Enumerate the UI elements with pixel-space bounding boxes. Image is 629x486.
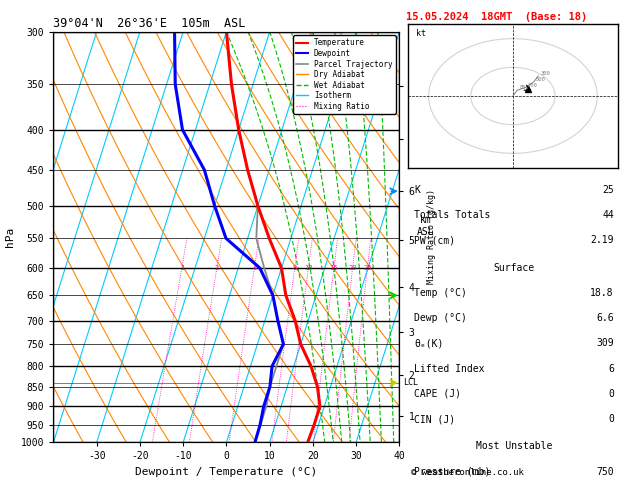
- Text: 10: 10: [304, 265, 313, 271]
- Text: CIN (J): CIN (J): [414, 414, 455, 424]
- Text: 39°04'N  26°36'E  105m  ASL: 39°04'N 26°36'E 105m ASL: [53, 17, 246, 31]
- Text: Mixing Ratio (g/kg): Mixing Ratio (g/kg): [427, 190, 436, 284]
- Text: Temp (°C): Temp (°C): [414, 288, 467, 298]
- Text: 750: 750: [596, 467, 614, 477]
- Text: 850: 850: [520, 86, 529, 90]
- Legend: Temperature, Dewpoint, Parcel Trajectory, Dry Adiabat, Wet Adiabat, Isotherm, Mi: Temperature, Dewpoint, Parcel Trajectory…: [293, 35, 396, 114]
- Text: 6: 6: [608, 364, 614, 374]
- Text: 700: 700: [528, 83, 537, 87]
- Text: 18.8: 18.8: [590, 288, 614, 298]
- Text: LCL: LCL: [403, 378, 418, 387]
- Text: Pressure (mb): Pressure (mb): [414, 467, 491, 477]
- Text: CAPE (J): CAPE (J): [414, 389, 461, 399]
- Text: 20: 20: [348, 265, 357, 271]
- Y-axis label: hPa: hPa: [6, 227, 15, 247]
- Text: kt: kt: [416, 29, 426, 38]
- Text: 15: 15: [330, 265, 338, 271]
- Text: 2: 2: [214, 265, 219, 271]
- Text: PW (cm): PW (cm): [414, 235, 455, 245]
- Text: 25: 25: [363, 265, 372, 271]
- Text: K: K: [414, 185, 420, 195]
- X-axis label: Dewpoint / Temperature (°C): Dewpoint / Temperature (°C): [135, 467, 318, 477]
- Text: © weatheronline.co.uk: © weatheronline.co.uk: [411, 468, 523, 477]
- Text: Lifted Index: Lifted Index: [414, 364, 484, 374]
- Text: Surface: Surface: [493, 262, 535, 273]
- Text: 25: 25: [602, 185, 614, 195]
- Text: 6.6: 6.6: [596, 313, 614, 323]
- Text: 309: 309: [596, 338, 614, 348]
- Text: Totals Totals: Totals Totals: [414, 210, 491, 220]
- Text: 44: 44: [602, 210, 614, 220]
- Text: 0: 0: [608, 414, 614, 424]
- Text: Most Unstable: Most Unstable: [476, 441, 552, 451]
- Text: 500: 500: [536, 77, 546, 82]
- Text: 2.19: 2.19: [590, 235, 614, 245]
- Text: 15.05.2024  18GMT  (Base: 18): 15.05.2024 18GMT (Base: 18): [406, 12, 587, 22]
- Text: 8: 8: [292, 265, 297, 271]
- Text: 0: 0: [608, 389, 614, 399]
- Text: 300: 300: [540, 71, 550, 76]
- Text: θₑ(K): θₑ(K): [414, 338, 443, 348]
- Text: Dewp (°C): Dewp (°C): [414, 313, 467, 323]
- Text: 4: 4: [252, 265, 257, 271]
- Y-axis label: km
ASL: km ASL: [416, 215, 434, 237]
- Text: 1: 1: [180, 265, 184, 271]
